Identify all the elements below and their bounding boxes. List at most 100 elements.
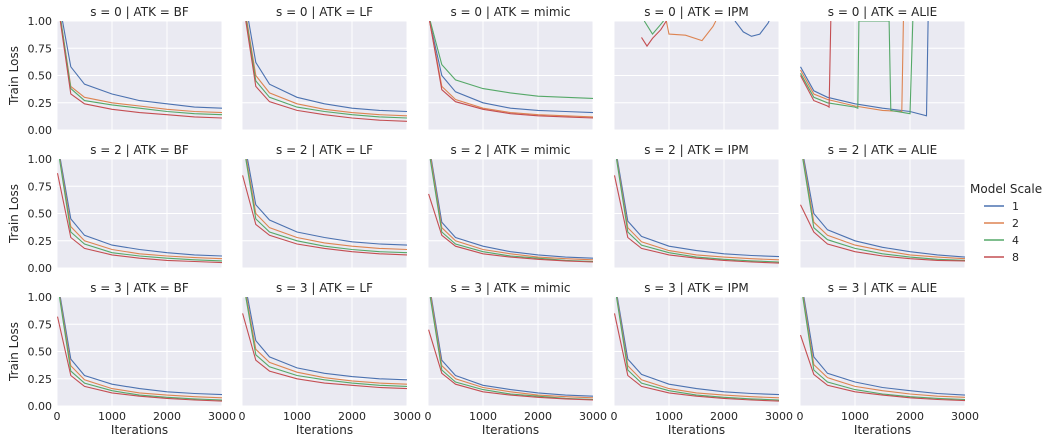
series-line-1 xyxy=(800,21,929,117)
y-axis-label: Train Loss xyxy=(7,322,21,382)
legend: Model Scale 1 2 4 8 xyxy=(970,182,1042,264)
panel-title: s = 2 | ATK = BF xyxy=(90,143,189,157)
series-line-8 xyxy=(641,21,667,48)
legend-title: Model Scale xyxy=(970,182,1042,196)
series-line-4 xyxy=(802,297,965,401)
panel-title: s = 3 | ATK = BF xyxy=(90,281,189,295)
x-tick-label: 0 xyxy=(611,410,618,423)
x-tick-label: 0 xyxy=(239,410,246,423)
panel-title: s = 0 | ATK = LF xyxy=(276,5,373,19)
series-line-2 xyxy=(246,21,407,117)
series-line-4 xyxy=(58,297,222,401)
panel-s-3-atk-alie: s = 3 | ATK = ALIE 0 1000 2000 3000 Iteration… xyxy=(797,281,980,437)
series-line-4 xyxy=(615,297,779,401)
series-line-2 xyxy=(430,159,593,261)
x-axis-label: Iterations xyxy=(854,423,911,437)
y-tick-label: 0.25 xyxy=(28,97,53,110)
series-line-4 xyxy=(429,297,593,401)
series-line-4 xyxy=(245,159,407,254)
panels-layer: s = 0 | ATK = BF 0.00 0.25 0.50 0.75 1.00 Trai… xyxy=(7,5,979,437)
series-line-8 xyxy=(242,175,407,256)
series-line-8 xyxy=(800,21,832,109)
series-line-4 xyxy=(429,159,593,263)
series-line-4 xyxy=(643,21,664,36)
x-tick-label: 3000 xyxy=(951,410,979,423)
panel-s-3-atk-lf: s = 3 | ATK = LF 0 1000 2000 3000 Iterations xyxy=(239,281,422,437)
series-line-1 xyxy=(248,21,407,113)
series-line-4 xyxy=(245,21,407,119)
x-axis-label: Iterations xyxy=(296,423,353,437)
x-axis-label: Iterations xyxy=(668,423,725,437)
series-line-2 xyxy=(59,297,222,399)
series-line-1 xyxy=(616,297,779,396)
panel-s-3-atk-mimic: s = 3 | ATK = mimic 0 1000 2000 3000 Iteratio… xyxy=(425,281,608,437)
panel-s-0-atk-bf: s = 0 | ATK = BF 0.00 0.25 0.50 0.75 1.00 Trai… xyxy=(7,5,223,137)
series-line-8 xyxy=(428,193,593,263)
y-tick-label: 0.25 xyxy=(28,235,53,248)
series-line-2 xyxy=(245,159,407,251)
y-tick-label: 0.25 xyxy=(28,373,53,386)
panel-title: s = 2 | ATK = mimic xyxy=(450,143,570,157)
series-line-1 xyxy=(803,297,965,396)
panel-title: s = 0 | ATK = ALIE xyxy=(828,5,937,19)
series-line-2 xyxy=(800,21,904,113)
series-line-1 xyxy=(59,297,222,396)
x-tick-label: 3000 xyxy=(208,410,236,423)
y-tick-label: 0.00 xyxy=(28,262,53,275)
series-line-8 xyxy=(57,316,222,402)
series-line-2 xyxy=(802,297,965,398)
x-tick-label: 2000 xyxy=(153,410,181,423)
series-line-8 xyxy=(59,21,222,119)
series-line-8 xyxy=(614,313,779,402)
y-tick-label: 1.00 xyxy=(28,291,53,304)
y-tick-label: 0.50 xyxy=(28,346,53,359)
panel-title: s = 3 | ATK = mimic xyxy=(450,281,570,295)
panel-s-2-atk-mimic: s = 2 | ATK = mimic xyxy=(427,143,594,269)
panel-title: s = 3 | ATK = LF xyxy=(276,281,373,295)
panel-title: s = 0 | ATK = mimic xyxy=(450,5,570,19)
panel-title: s = 3 | ATK = ALIE xyxy=(828,281,937,295)
x-tick-label: 1000 xyxy=(98,410,126,423)
series-line-2 xyxy=(616,159,779,261)
series-line-2 xyxy=(429,21,593,118)
series-line-1 xyxy=(246,159,407,246)
panel-s-0-atk-alie: s = 0 | ATK = ALIE xyxy=(799,5,966,131)
series-line-2 xyxy=(59,159,222,260)
series-line-2 xyxy=(60,21,222,114)
x-tick-label: 1000 xyxy=(841,410,869,423)
series-line-2 xyxy=(430,297,593,399)
series-line-1 xyxy=(616,159,779,258)
legend-label-2: 2 xyxy=(1012,217,1019,230)
y-axis-label: Train Loss xyxy=(7,184,21,244)
series-line-4 xyxy=(802,159,965,261)
series-line-1 xyxy=(246,297,407,381)
x-tick-label: 2000 xyxy=(896,410,924,423)
panel-s-3-atk-bf: s = 3 | ATK = BF 0.00 0.25 0.50 0.75 1.00 Trai… xyxy=(7,281,236,437)
series-line-2 xyxy=(245,297,407,385)
panel-s-0-atk-ipm: s = 0 | ATK = IPM xyxy=(613,5,780,131)
panel-title: s = 2 | ATK = IPM xyxy=(644,143,749,157)
x-tick-label: 0 xyxy=(54,410,61,423)
x-tick-label: 3000 xyxy=(765,410,793,423)
series-line-8 xyxy=(242,313,407,390)
series-line-4 xyxy=(245,297,407,387)
x-tick-label: 3000 xyxy=(579,410,607,423)
legend-label-4: 4 xyxy=(1012,234,1019,247)
panel-s-2-atk-ipm: s = 2 | ATK = IPM xyxy=(613,143,780,269)
series-line-8 xyxy=(800,334,965,402)
series-line-1 xyxy=(430,159,593,259)
series-line-8 xyxy=(800,204,965,262)
series-line-8 xyxy=(245,21,407,122)
series-line-4 xyxy=(429,21,593,99)
legend-label-1: 1 xyxy=(1012,200,1019,213)
y-tick-label: 0.75 xyxy=(28,180,53,193)
y-tick-label: 0.50 xyxy=(28,208,53,221)
y-tick-label: 0.75 xyxy=(28,318,53,331)
x-tick-label: 1000 xyxy=(469,410,497,423)
x-tick-label: 1000 xyxy=(283,410,311,423)
series-line-1 xyxy=(734,21,770,37)
series-line-1 xyxy=(61,21,222,109)
series-line-2 xyxy=(616,297,779,399)
x-axis-label: Iterations xyxy=(482,423,539,437)
